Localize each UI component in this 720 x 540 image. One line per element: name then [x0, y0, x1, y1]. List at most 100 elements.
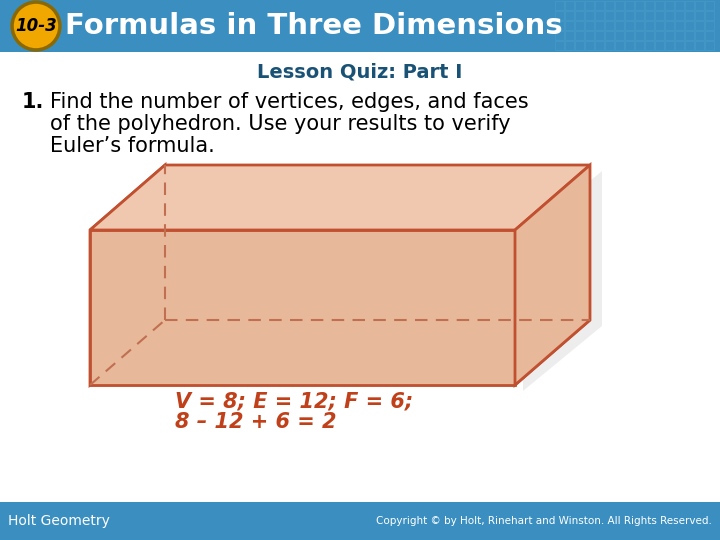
- Bar: [635, 41, 644, 50]
- Bar: [675, 1, 684, 10]
- Bar: [615, 31, 624, 40]
- Text: Euler’s formula.: Euler’s formula.: [50, 136, 215, 156]
- Polygon shape: [90, 165, 165, 385]
- Bar: [675, 11, 684, 20]
- Text: Holt Geometry: Holt Geometry: [8, 514, 110, 528]
- Bar: [595, 41, 604, 50]
- Bar: [565, 11, 574, 20]
- Bar: [645, 1, 654, 10]
- Bar: [605, 31, 614, 40]
- Bar: [635, 1, 644, 10]
- Bar: [635, 21, 644, 30]
- Bar: [585, 1, 594, 10]
- Bar: [665, 31, 674, 40]
- Bar: [635, 11, 644, 20]
- Polygon shape: [90, 165, 590, 230]
- Bar: [655, 1, 664, 10]
- Bar: [675, 31, 684, 40]
- Bar: [645, 11, 654, 20]
- Bar: [665, 41, 674, 50]
- Bar: [565, 21, 574, 30]
- Bar: [585, 11, 594, 20]
- Text: 1.: 1.: [22, 92, 45, 112]
- Bar: [655, 11, 664, 20]
- Bar: [625, 31, 634, 40]
- Bar: [595, 11, 604, 20]
- Bar: [625, 21, 634, 30]
- Bar: [555, 41, 564, 50]
- Bar: [695, 1, 704, 10]
- Bar: [595, 1, 604, 10]
- Bar: [685, 31, 694, 40]
- Bar: [685, 1, 694, 10]
- Bar: [695, 11, 704, 20]
- Bar: [615, 21, 624, 30]
- Bar: [695, 21, 704, 30]
- Bar: [605, 21, 614, 30]
- Bar: [555, 11, 564, 20]
- Bar: [625, 41, 634, 50]
- Bar: [705, 31, 714, 40]
- Text: 10-3: 10-3: [15, 17, 57, 35]
- Text: Lesson Quiz: Part I: Lesson Quiz: Part I: [257, 62, 463, 81]
- Bar: [565, 1, 574, 10]
- Bar: [0, 0, 720, 52]
- Polygon shape: [523, 171, 602, 391]
- Bar: [595, 21, 604, 30]
- Bar: [675, 21, 684, 30]
- Bar: [605, 11, 614, 20]
- Bar: [705, 41, 714, 50]
- Bar: [555, 31, 564, 40]
- Bar: [575, 11, 584, 20]
- Bar: [585, 31, 594, 40]
- Bar: [575, 21, 584, 30]
- Bar: [695, 31, 704, 40]
- Bar: [585, 21, 594, 30]
- Bar: [555, 1, 564, 10]
- Bar: [685, 21, 694, 30]
- Bar: [625, 11, 634, 20]
- Bar: [655, 31, 664, 40]
- Bar: [575, 31, 584, 40]
- Circle shape: [12, 2, 60, 50]
- Bar: [615, 1, 624, 10]
- Bar: [665, 21, 674, 30]
- Bar: [685, 41, 694, 50]
- Text: V = 8; E = 12; F = 6;: V = 8; E = 12; F = 6;: [175, 392, 413, 412]
- Bar: [675, 41, 684, 50]
- Bar: [705, 21, 714, 30]
- Polygon shape: [90, 230, 515, 385]
- Bar: [705, 11, 714, 20]
- Text: 8 – 12 + 6 = 2: 8 – 12 + 6 = 2: [175, 412, 336, 432]
- Text: Copyright © by Holt, Rinehart and Winston. All Rights Reserved.: Copyright © by Holt, Rinehart and Winsto…: [376, 516, 712, 526]
- Bar: [575, 41, 584, 50]
- Bar: [645, 31, 654, 40]
- Bar: [655, 41, 664, 50]
- Bar: [615, 41, 624, 50]
- Bar: [555, 21, 564, 30]
- Polygon shape: [515, 165, 590, 385]
- Polygon shape: [90, 320, 590, 385]
- Bar: [605, 41, 614, 50]
- Bar: [565, 41, 574, 50]
- Bar: [575, 1, 584, 10]
- Bar: [645, 41, 654, 50]
- Bar: [635, 31, 644, 40]
- Bar: [665, 1, 674, 10]
- Text: Find the number of vertices, edges, and faces: Find the number of vertices, edges, and …: [50, 92, 528, 112]
- Bar: [705, 1, 714, 10]
- Text: of the polyhedron. Use your results to verify: of the polyhedron. Use your results to v…: [50, 114, 510, 134]
- Bar: [625, 1, 634, 10]
- Bar: [645, 21, 654, 30]
- Bar: [585, 41, 594, 50]
- Bar: [565, 31, 574, 40]
- Bar: [655, 21, 664, 30]
- Bar: [615, 11, 624, 20]
- Bar: [0, 502, 720, 540]
- Bar: [595, 31, 604, 40]
- Bar: [665, 11, 674, 20]
- Bar: [605, 1, 614, 10]
- Bar: [695, 41, 704, 50]
- Text: Formulas in Three Dimensions: Formulas in Three Dimensions: [65, 12, 562, 40]
- Bar: [685, 11, 694, 20]
